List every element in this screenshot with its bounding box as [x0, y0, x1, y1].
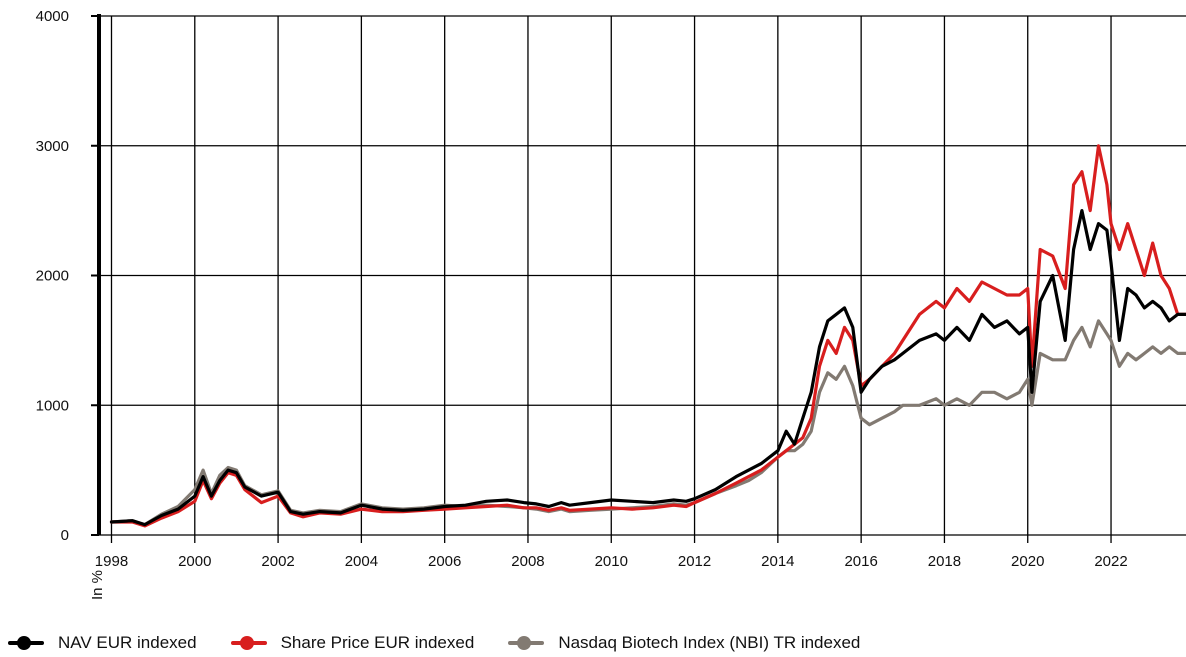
x-tick-label-2002: 2002 — [261, 553, 294, 570]
legend-item-nbi[interactable]: Nasdaq Biotech Index (NBI) TR indexed — [508, 633, 860, 653]
y-tick-label-2000: 2000 — [36, 268, 69, 285]
x-tick-label-2018: 2018 — [928, 553, 961, 570]
x-tick-label-2008: 2008 — [511, 553, 544, 570]
legend-swatch-nbi-icon — [508, 636, 545, 650]
x-tick-label-2010: 2010 — [595, 553, 628, 570]
legend-swatch-nav-icon — [8, 636, 44, 650]
y-tick-label-0: 0 — [61, 527, 69, 544]
legend-label-nbi: Nasdaq Biotech Index (NBI) TR indexed — [558, 633, 861, 652]
line-chart: 0 1000 2000 3000 4000 1998 2000 2002 2004 2006 200… — [36, 8, 1186, 600]
x-tick-label-1998: 1998 — [95, 553, 128, 570]
x-tick-label-2022: 2022 — [1094, 553, 1127, 570]
x-tick-label-2000: 2000 — [178, 553, 211, 570]
series-line-0 — [109, 209, 1186, 527]
x-tick-label-2006: 2006 — [428, 553, 461, 570]
x-tick-label-2012: 2012 — [678, 553, 711, 570]
legend: NAV EUR indexed Share Price EUR indexed … — [8, 633, 894, 653]
x-tick-label-2020: 2020 — [1011, 553, 1044, 570]
legend-dot — [17, 636, 31, 650]
x-tick-label-2004: 2004 — [345, 553, 378, 570]
y-axis-label: In % — [89, 570, 106, 600]
legend-item-share-price[interactable]: Share Price EUR indexed — [230, 633, 475, 653]
y-tick-label-1000: 1000 — [36, 397, 69, 414]
grid-lines — [99, 15, 1186, 536]
x-tick-label-2016: 2016 — [844, 553, 877, 570]
series-lines — [109, 144, 1186, 528]
legend-dot — [517, 636, 532, 650]
axes — [91, 14, 1112, 543]
y-tick-label-4000: 4000 — [36, 8, 69, 25]
legend-dot — [239, 636, 254, 650]
legend-item-nav[interactable]: NAV EUR indexed — [8, 633, 197, 653]
legend-label-share-price: Share Price EUR indexed — [280, 633, 475, 652]
legend-swatch-share-price-icon — [230, 636, 267, 650]
series-line-1 — [109, 144, 1186, 528]
legend-label-nav: NAV EUR indexed — [58, 633, 197, 652]
tick-labels: 0 1000 2000 3000 4000 1998 2000 2002 2004 2006 200… — [36, 8, 1128, 570]
y-tick-label-3000: 3000 — [36, 138, 69, 155]
x-tick-label-2014: 2014 — [761, 553, 794, 570]
